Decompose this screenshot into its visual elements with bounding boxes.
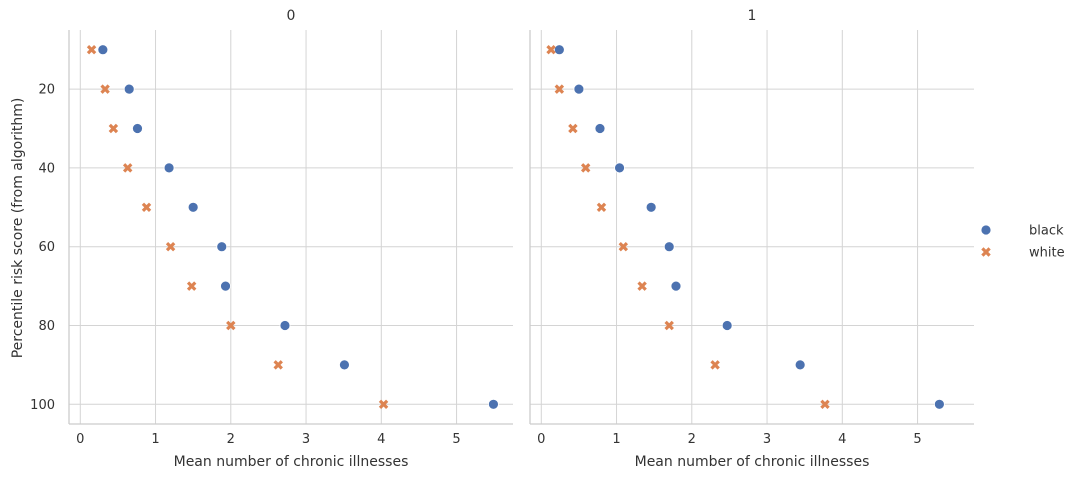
data-point-white xyxy=(546,44,556,55)
x-axis-label: Mean number of chronic illnesses xyxy=(635,454,870,470)
data-point-black xyxy=(163,162,175,174)
data-point-black xyxy=(573,83,585,95)
data-point-white xyxy=(568,123,578,134)
data-point-black xyxy=(553,44,565,56)
x-tick-label: 4 xyxy=(838,432,846,447)
data-point-white xyxy=(165,241,176,252)
x-tick-label: 5 xyxy=(913,432,921,447)
x-tick-label: 1 xyxy=(151,432,159,447)
data-point-white xyxy=(100,84,110,94)
y-tick-label: 80 xyxy=(38,319,55,334)
panel-title: 0 xyxy=(287,8,296,24)
data-point-black xyxy=(663,241,675,253)
x-tick-label: 1 xyxy=(612,432,620,447)
data-point-black xyxy=(187,201,199,213)
data-point-black xyxy=(339,359,350,371)
data-point-white xyxy=(226,320,236,331)
data-point-black xyxy=(933,398,945,410)
y-axis-label: Percentile risk score (from algorithm) xyxy=(10,98,26,359)
x-tick-label: 5 xyxy=(452,432,460,447)
y-tick-label: 20 xyxy=(38,83,55,98)
legend-label-black: black xyxy=(1029,224,1064,239)
data-point-black xyxy=(721,320,733,331)
x-tick-label: 2 xyxy=(688,432,696,447)
x-tick-label: 0 xyxy=(76,432,84,447)
data-point-black xyxy=(488,398,499,410)
y-tick-label: 100 xyxy=(30,398,55,413)
legend-marker-white xyxy=(981,247,991,257)
data-point-white xyxy=(378,399,389,410)
data-point-black xyxy=(614,162,625,174)
x-tick-label: 4 xyxy=(377,432,385,447)
panel-1: 1 0 1 2 3 4 5 Mean number of chronic illnesses xyxy=(529,8,974,470)
legend: black white xyxy=(980,224,1065,261)
x-tick-label: 2 xyxy=(227,432,235,447)
data-point-white xyxy=(664,320,674,331)
y-tick-label: 60 xyxy=(38,240,55,255)
x-tick-label: 3 xyxy=(302,432,310,447)
data-point-black xyxy=(132,123,143,134)
data-point-black xyxy=(794,359,806,371)
data-point-black xyxy=(97,44,109,56)
y-tick-label: 40 xyxy=(38,161,55,176)
data-point-white xyxy=(618,241,629,252)
data-point-white xyxy=(86,44,97,55)
data-point-black xyxy=(645,201,657,213)
data-point-black xyxy=(279,320,291,331)
data-point-white xyxy=(580,163,591,173)
data-point-white xyxy=(710,360,720,370)
data-point-white xyxy=(122,163,133,173)
data-point-white xyxy=(108,123,119,134)
data-point-white xyxy=(141,202,152,213)
data-point-white xyxy=(186,281,197,291)
data-point-white xyxy=(273,360,283,370)
x-axis-label: Mean number of chronic illnesses xyxy=(174,454,409,470)
data-point-white xyxy=(637,281,647,291)
data-point-white xyxy=(554,84,565,94)
x-tick-label: 3 xyxy=(763,432,771,447)
legend-label-white: white xyxy=(1029,246,1065,261)
data-point-black xyxy=(594,123,606,134)
data-point-black xyxy=(220,280,231,292)
data-point-black xyxy=(670,280,682,292)
data-point-white xyxy=(820,399,830,410)
x-tick-label: 0 xyxy=(537,432,545,447)
panel-title: 1 xyxy=(748,8,757,24)
legend-marker-black xyxy=(980,224,992,236)
data-point-black xyxy=(216,241,228,253)
data-point-black xyxy=(123,83,135,95)
data-point-white xyxy=(596,202,607,213)
panel-0: 0 0 1 2 3 4 5 20 40 60 80 100 Mean number of chronic… xyxy=(30,8,513,470)
